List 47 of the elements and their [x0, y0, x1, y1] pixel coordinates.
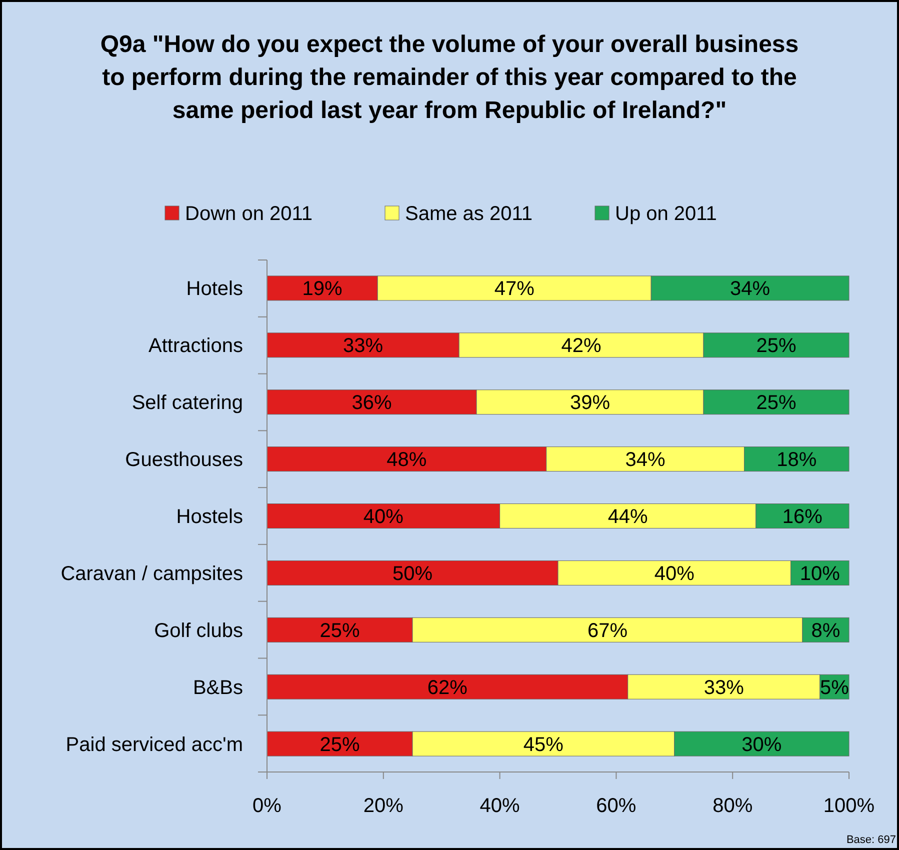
y-tick-label: Guesthouses [125, 449, 243, 472]
y-tick-label: B&Bs [192, 676, 243, 699]
data-label: 25% [756, 392, 796, 414]
text: Base: 697 [846, 834, 896, 846]
data-label: 40% [654, 562, 695, 585]
data-label: 30% [742, 734, 782, 756]
data-label: 42% [561, 335, 602, 358]
data-label: 50% [392, 562, 433, 585]
data-label: 36% [352, 392, 392, 414]
y-tick-label: Self catering [132, 392, 243, 414]
data-label: 5% [820, 676, 850, 699]
data-label: 10% [800, 562, 840, 585]
y-tick-label: Paid serviced acc'm [66, 734, 243, 756]
data-label: 25% [756, 335, 796, 358]
data-label: 40% [363, 506, 404, 528]
data-label: 19% [302, 278, 343, 300]
y-tick-label: Caravan / campsites [60, 562, 243, 585]
y-tick-label: Hotels [186, 278, 243, 300]
legend-label: Up on 2011 [615, 203, 717, 225]
y-tick-label: Golf clubs [154, 620, 243, 642]
data-label: 34% [730, 278, 770, 300]
chart-title: Q9a "How do you expect the volume of your overall business to perform during the remainder of this year compared to the same period last year from Republic of Ireland?" [100, 31, 799, 124]
data-label: 8% [811, 620, 840, 642]
data-label: 62% [427, 676, 468, 699]
data-label: 44% [608, 506, 648, 528]
y-tick-label: Hostels [176, 506, 243, 528]
x-tick-label: 0% [252, 795, 282, 817]
y-tick-label: Attractions [148, 335, 243, 358]
data-label: 47% [494, 278, 535, 300]
legend-label: Down on 2011 [185, 203, 312, 225]
x-tick-label: 100% [823, 795, 875, 817]
data-label: 25% [320, 620, 360, 642]
x-tick-label: 80% [712, 795, 753, 817]
data-label: 18% [776, 449, 817, 472]
data-label: 34% [625, 449, 666, 472]
data-label: 67% [587, 620, 628, 642]
data-label: 16% [782, 506, 823, 528]
data-label: 25% [320, 734, 360, 756]
legend-label: Same as 2011 [405, 203, 532, 225]
data-label: 48% [386, 449, 427, 472]
data-label: 33% [704, 676, 744, 699]
x-tick-label: 20% [363, 795, 404, 817]
x-tick-label: 40% [480, 795, 520, 817]
data-label: 45% [523, 734, 564, 756]
data-label: 33% [343, 335, 384, 358]
data-label: 39% [570, 392, 610, 414]
x-tick-label: 60% [596, 795, 636, 817]
